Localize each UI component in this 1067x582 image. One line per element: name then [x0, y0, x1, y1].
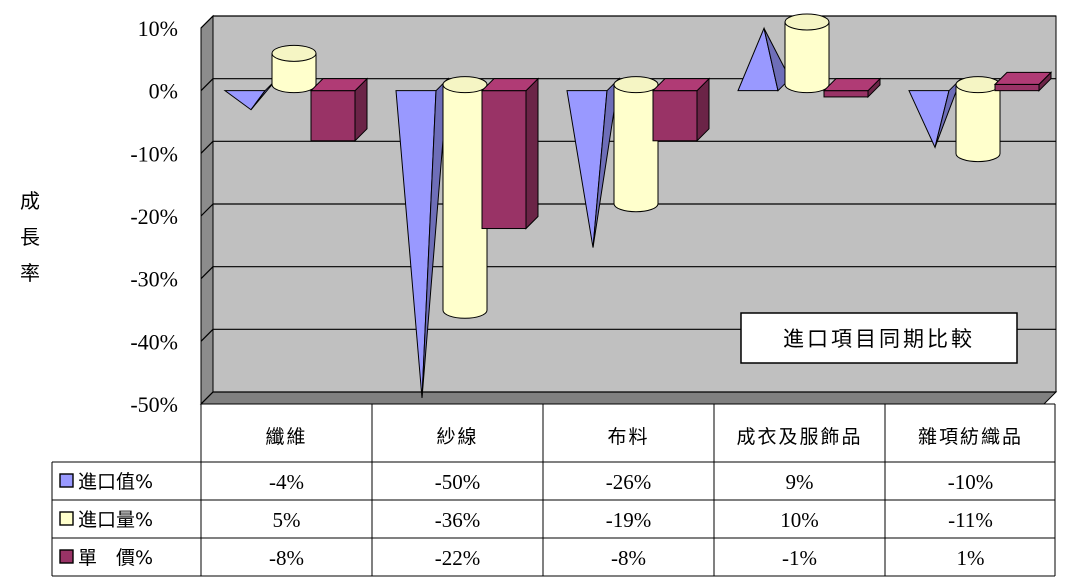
bar-volume: [784, 21, 830, 94]
data-label: -22%: [435, 546, 481, 570]
bar-price-top: [309, 78, 369, 92]
bar-value-side: [421, 77, 449, 399]
bar-volume-top: [784, 13, 830, 31]
legend-label: 進口值%: [78, 471, 153, 493]
bar-volume: [955, 84, 1001, 163]
bar-price: [652, 90, 698, 142]
bar-value-side: [763, 28, 791, 92]
bar-price: [994, 83, 1040, 92]
bar-volume-top: [613, 76, 659, 94]
bar-price-top: [651, 78, 711, 92]
y-tick-label: -30%: [130, 267, 178, 292]
bar-price: [481, 90, 527, 230]
y-tick-label: -40%: [130, 329, 178, 354]
data-label: -26%: [606, 470, 652, 494]
data-label: -11%: [948, 508, 993, 532]
category-label: 成衣及服飾品: [736, 426, 862, 448]
y-tick-label: -10%: [130, 141, 178, 166]
data-label: 1%: [957, 546, 985, 570]
gridline-wall: [200, 391, 214, 405]
y-tick-labels: 10% 0% -10% -20% -30% -40% -50%: [130, 16, 178, 417]
gridline-wall: [200, 15, 214, 29]
data-label: 10%: [780, 508, 819, 532]
bar-price: [310, 90, 356, 142]
data-label: -8%: [269, 546, 304, 570]
data-label: -4%: [269, 470, 304, 494]
bar-price-top: [993, 71, 1053, 85]
chart-title-box: 進口項目同期比較: [740, 312, 1018, 364]
bar-value-side: [592, 77, 620, 248]
legend-swatch: [59, 511, 74, 526]
chart-title: 進口項目同期比較: [783, 327, 975, 351]
gridlines: [200, 15, 1056, 405]
bar-price-side: [525, 77, 539, 230]
bar-price-top: [480, 78, 540, 92]
data-label: -19%: [606, 508, 652, 532]
legend-label: 進口量%: [78, 509, 153, 531]
data-label: -8%: [611, 546, 646, 570]
bar-value-side: [934, 78, 962, 148]
category-label: 布料: [607, 426, 649, 448]
data-label: -36%: [435, 508, 481, 532]
data-label: -10%: [948, 470, 994, 494]
y-axis-label-char: 成: [20, 189, 40, 213]
data-label: 5%: [273, 508, 301, 532]
gridline-wall: [200, 328, 214, 342]
bar-price: [823, 90, 869, 98]
bar-volume-top: [271, 44, 317, 62]
y-tick-label: -20%: [130, 204, 178, 229]
bar-volume: [442, 84, 488, 319]
gridline-wall: [200, 203, 214, 217]
bar-volume-top: [442, 76, 488, 94]
y-axis-label-char: 長: [20, 225, 40, 249]
bar-volume-top: [955, 76, 1001, 94]
y-axis-label: 成長率: [20, 189, 40, 285]
gridline-wall: [200, 140, 214, 154]
data-label: -1%: [782, 546, 817, 570]
bar-volume: [613, 84, 659, 213]
legend-swatch: [59, 549, 74, 564]
category-label: 紗線: [436, 426, 478, 448]
data-label: -50%: [435, 470, 481, 494]
y-axis-label-char: 率: [20, 261, 40, 285]
bar-value-side: [250, 78, 278, 111]
y-tick-label: -50%: [130, 392, 178, 417]
data-label: 9%: [786, 470, 814, 494]
gridline-wall: [200, 266, 214, 280]
y-tick-label: 10%: [138, 16, 178, 41]
floor: [199, 391, 1058, 405]
y-tick-label: 0%: [149, 79, 178, 104]
legend-label: 單 價%: [78, 547, 153, 569]
gridline-wall: [200, 78, 214, 92]
legend-swatch: [59, 473, 74, 488]
category-label: 纖維: [265, 426, 307, 448]
bar-price-top: [822, 78, 882, 92]
bars: [223, 13, 1053, 399]
category-label: 雜項紡織品: [918, 426, 1023, 448]
